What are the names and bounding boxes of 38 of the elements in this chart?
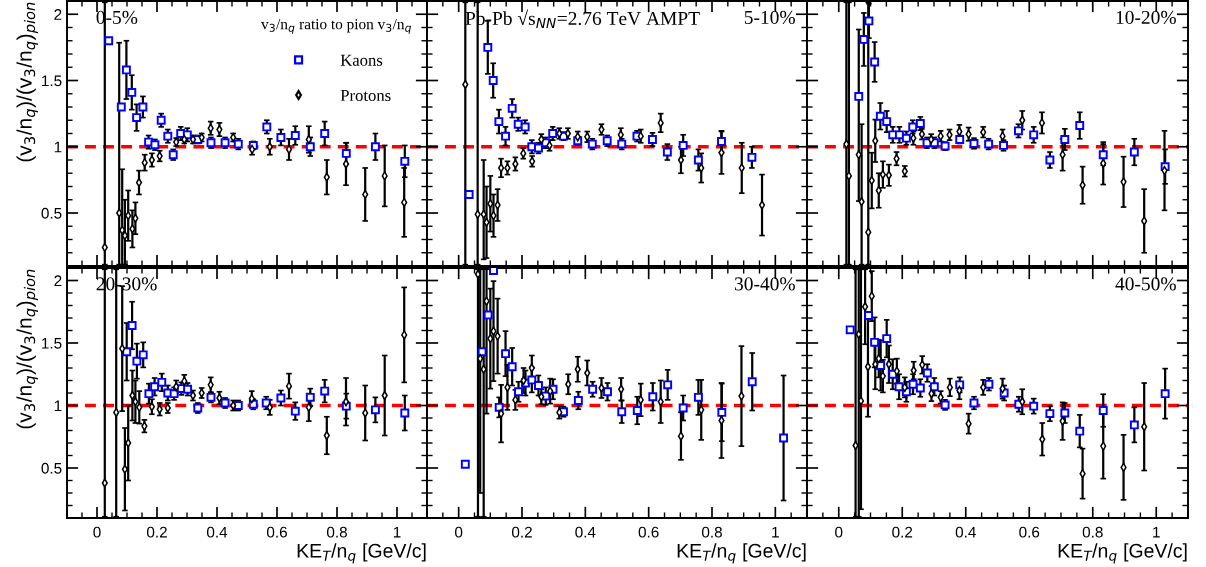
y-tick-label: 0.5 (41, 207, 62, 219)
y-tick-label: 1.5 (42, 75, 62, 87)
y-tick-label: 1.5 (42, 338, 62, 349)
x-tick-label: 0.6 (1019, 526, 1040, 538)
x-tick-label: 0.2 (511, 526, 532, 538)
x-tick-label: 0 (835, 526, 843, 538)
text: (v$_{3}$/n$_{q}$)/(v$_{3}$/n$_{q}$)$_{pion}$ (16, 269, 39, 429)
x-tick-label: 0.4 (575, 526, 596, 538)
x-tick-label: 0.8 (1082, 526, 1103, 538)
x-tick-label: 0.4 (955, 526, 976, 538)
x-tick-label: 0.8 (326, 526, 347, 538)
y-tick-label: 1 (54, 141, 62, 153)
x-tick-label: 1 (1153, 526, 1160, 538)
x-tick-label: 1 (772, 526, 779, 538)
legend-title: v$_{3}$/n$_{q}$ ratio to pion v$_{3}$/n$_{q}$ (261, 19, 412, 34)
legend-label: Protons (340, 89, 391, 102)
x-tick-label: 0.4 (206, 526, 228, 538)
x-tick-label: 0.6 (266, 526, 287, 538)
y-tick-label: 2 (54, 9, 62, 20)
x-tick-label: 1 (393, 526, 401, 538)
chart-title: 40-50% (1115, 277, 1176, 291)
x-tick-label: 0 (455, 526, 463, 538)
x-tick-label: 0.2 (892, 526, 913, 538)
chart-title: 30-40% (734, 277, 795, 291)
x-axis-title: KE$_{T}$/n$_{q}$ [GeV/c] (677, 543, 806, 564)
x-tick-label: 0.8 (701, 526, 722, 538)
legend-label: Kaons (340, 54, 383, 66)
text: (v$_{3}$/n$_{q}$)/(v$_{3}$/n$_{q}$)$_{pion}$ (16, 2, 39, 162)
chart-title: 10-20% (1116, 10, 1176, 25)
y-tick-label: 0.5 (41, 462, 62, 474)
y-tick-label: 2 (54, 275, 62, 287)
x-tick-label: 0 (93, 526, 101, 538)
x-axis-title: KE$_{T}$/n$_{q}$ [GeV/c] (297, 543, 426, 564)
x-tick-label: 0.2 (146, 526, 167, 538)
y-tick-label: 1 (54, 400, 62, 412)
chart-title: 5-10% (744, 10, 795, 25)
x-tick-label: 0.6 (638, 526, 659, 538)
x-axis-title: KE$_{T}$/n$_{q}$ [GeV/c] (1058, 543, 1187, 564)
